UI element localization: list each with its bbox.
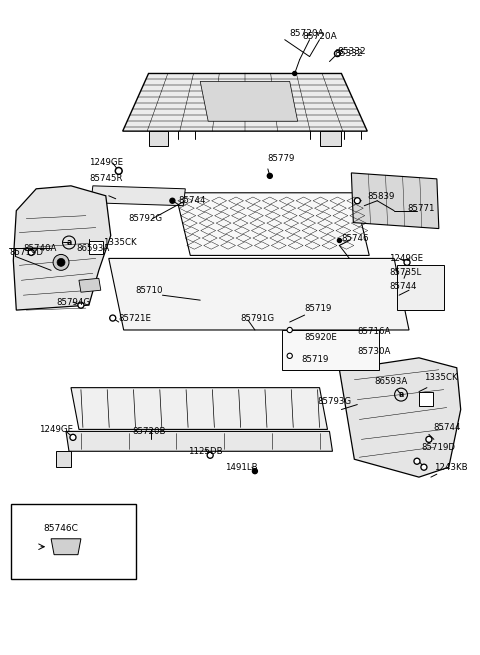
Text: 85792G: 85792G <box>129 214 163 223</box>
Text: 1335CK: 1335CK <box>103 238 136 247</box>
Circle shape <box>404 259 410 265</box>
Polygon shape <box>339 358 461 477</box>
Text: 1125DB: 1125DB <box>188 447 223 456</box>
Polygon shape <box>282 330 379 370</box>
Circle shape <box>426 436 432 442</box>
Circle shape <box>111 316 114 320</box>
Text: a: a <box>26 534 32 543</box>
Circle shape <box>115 168 122 174</box>
Circle shape <box>337 238 341 242</box>
Text: 85719: 85719 <box>305 304 332 312</box>
Circle shape <box>288 329 291 331</box>
Text: 85744: 85744 <box>389 282 417 291</box>
Text: 1335CK: 1335CK <box>424 373 457 383</box>
Circle shape <box>287 328 292 333</box>
Polygon shape <box>79 278 101 292</box>
Text: 85745R: 85745R <box>89 174 122 183</box>
Circle shape <box>57 259 65 267</box>
Text: 85721E: 85721E <box>119 314 152 322</box>
Polygon shape <box>320 131 341 146</box>
Text: 85332: 85332 <box>337 47 366 56</box>
Bar <box>419 392 433 405</box>
Text: 85740A: 85740A <box>23 244 57 253</box>
Circle shape <box>335 50 340 56</box>
Circle shape <box>79 303 83 307</box>
Text: 85746: 85746 <box>341 234 369 243</box>
Text: 85791G: 85791G <box>240 314 274 322</box>
Polygon shape <box>71 388 327 430</box>
Polygon shape <box>351 173 439 229</box>
Text: 85793G: 85793G <box>318 397 352 406</box>
Text: 85719D: 85719D <box>9 248 43 257</box>
Circle shape <box>293 71 297 75</box>
Text: 85719D: 85719D <box>421 443 455 452</box>
Circle shape <box>53 254 69 271</box>
Circle shape <box>117 169 120 173</box>
Circle shape <box>354 198 360 204</box>
Text: 85710: 85710 <box>136 286 163 295</box>
Text: 1243KB: 1243KB <box>434 462 468 472</box>
Text: 1249GE: 1249GE <box>89 159 123 168</box>
Circle shape <box>336 52 339 55</box>
Text: 85839: 85839 <box>367 193 395 201</box>
Circle shape <box>287 353 292 358</box>
Polygon shape <box>109 259 409 330</box>
Polygon shape <box>91 186 185 206</box>
Circle shape <box>28 250 34 255</box>
Text: 85771: 85771 <box>407 204 434 213</box>
Text: 1491LB: 1491LB <box>225 462 258 472</box>
Circle shape <box>427 438 431 441</box>
Circle shape <box>208 454 212 457</box>
Text: 85744: 85744 <box>434 423 461 432</box>
Circle shape <box>70 434 76 440</box>
Polygon shape <box>397 265 444 310</box>
Circle shape <box>72 436 74 439</box>
Text: 85720B: 85720B <box>132 427 166 436</box>
Text: 86593A: 86593A <box>76 244 109 253</box>
Polygon shape <box>175 193 369 255</box>
Circle shape <box>288 354 291 357</box>
Text: 85735L: 85735L <box>389 268 421 277</box>
Text: 85720A: 85720A <box>302 32 337 41</box>
Text: 85794G: 85794G <box>56 297 90 307</box>
Bar <box>89 240 103 254</box>
Text: 85730A: 85730A <box>357 347 391 356</box>
Text: 85746C: 85746C <box>43 525 78 533</box>
Text: 85720A: 85720A <box>290 29 324 38</box>
Text: a: a <box>398 390 404 399</box>
Polygon shape <box>200 81 298 121</box>
Circle shape <box>422 466 426 469</box>
Text: 85719: 85719 <box>301 355 329 364</box>
Text: 1249GE: 1249GE <box>39 425 73 434</box>
Circle shape <box>170 198 175 203</box>
Text: 85332: 85332 <box>335 49 363 58</box>
Polygon shape <box>66 432 333 451</box>
Text: 1249GE: 1249GE <box>389 254 423 263</box>
Polygon shape <box>56 451 71 467</box>
Polygon shape <box>148 131 168 146</box>
Circle shape <box>252 469 257 474</box>
Text: 85716A: 85716A <box>357 328 391 337</box>
Circle shape <box>207 452 213 458</box>
Circle shape <box>110 315 116 321</box>
Circle shape <box>406 261 408 264</box>
Text: 86593A: 86593A <box>374 377 408 386</box>
Circle shape <box>414 458 420 464</box>
Text: 85744: 85744 <box>179 196 206 205</box>
Polygon shape <box>13 186 111 310</box>
Bar <box>12 504 136 578</box>
Circle shape <box>30 251 33 254</box>
Circle shape <box>421 464 427 470</box>
Text: 85779: 85779 <box>268 155 295 164</box>
Polygon shape <box>51 539 81 555</box>
Circle shape <box>415 460 419 463</box>
Polygon shape <box>123 73 367 131</box>
Text: a: a <box>66 238 72 247</box>
Circle shape <box>267 174 272 178</box>
Circle shape <box>356 199 359 202</box>
Circle shape <box>78 302 84 308</box>
Text: 85920E: 85920E <box>305 333 337 343</box>
